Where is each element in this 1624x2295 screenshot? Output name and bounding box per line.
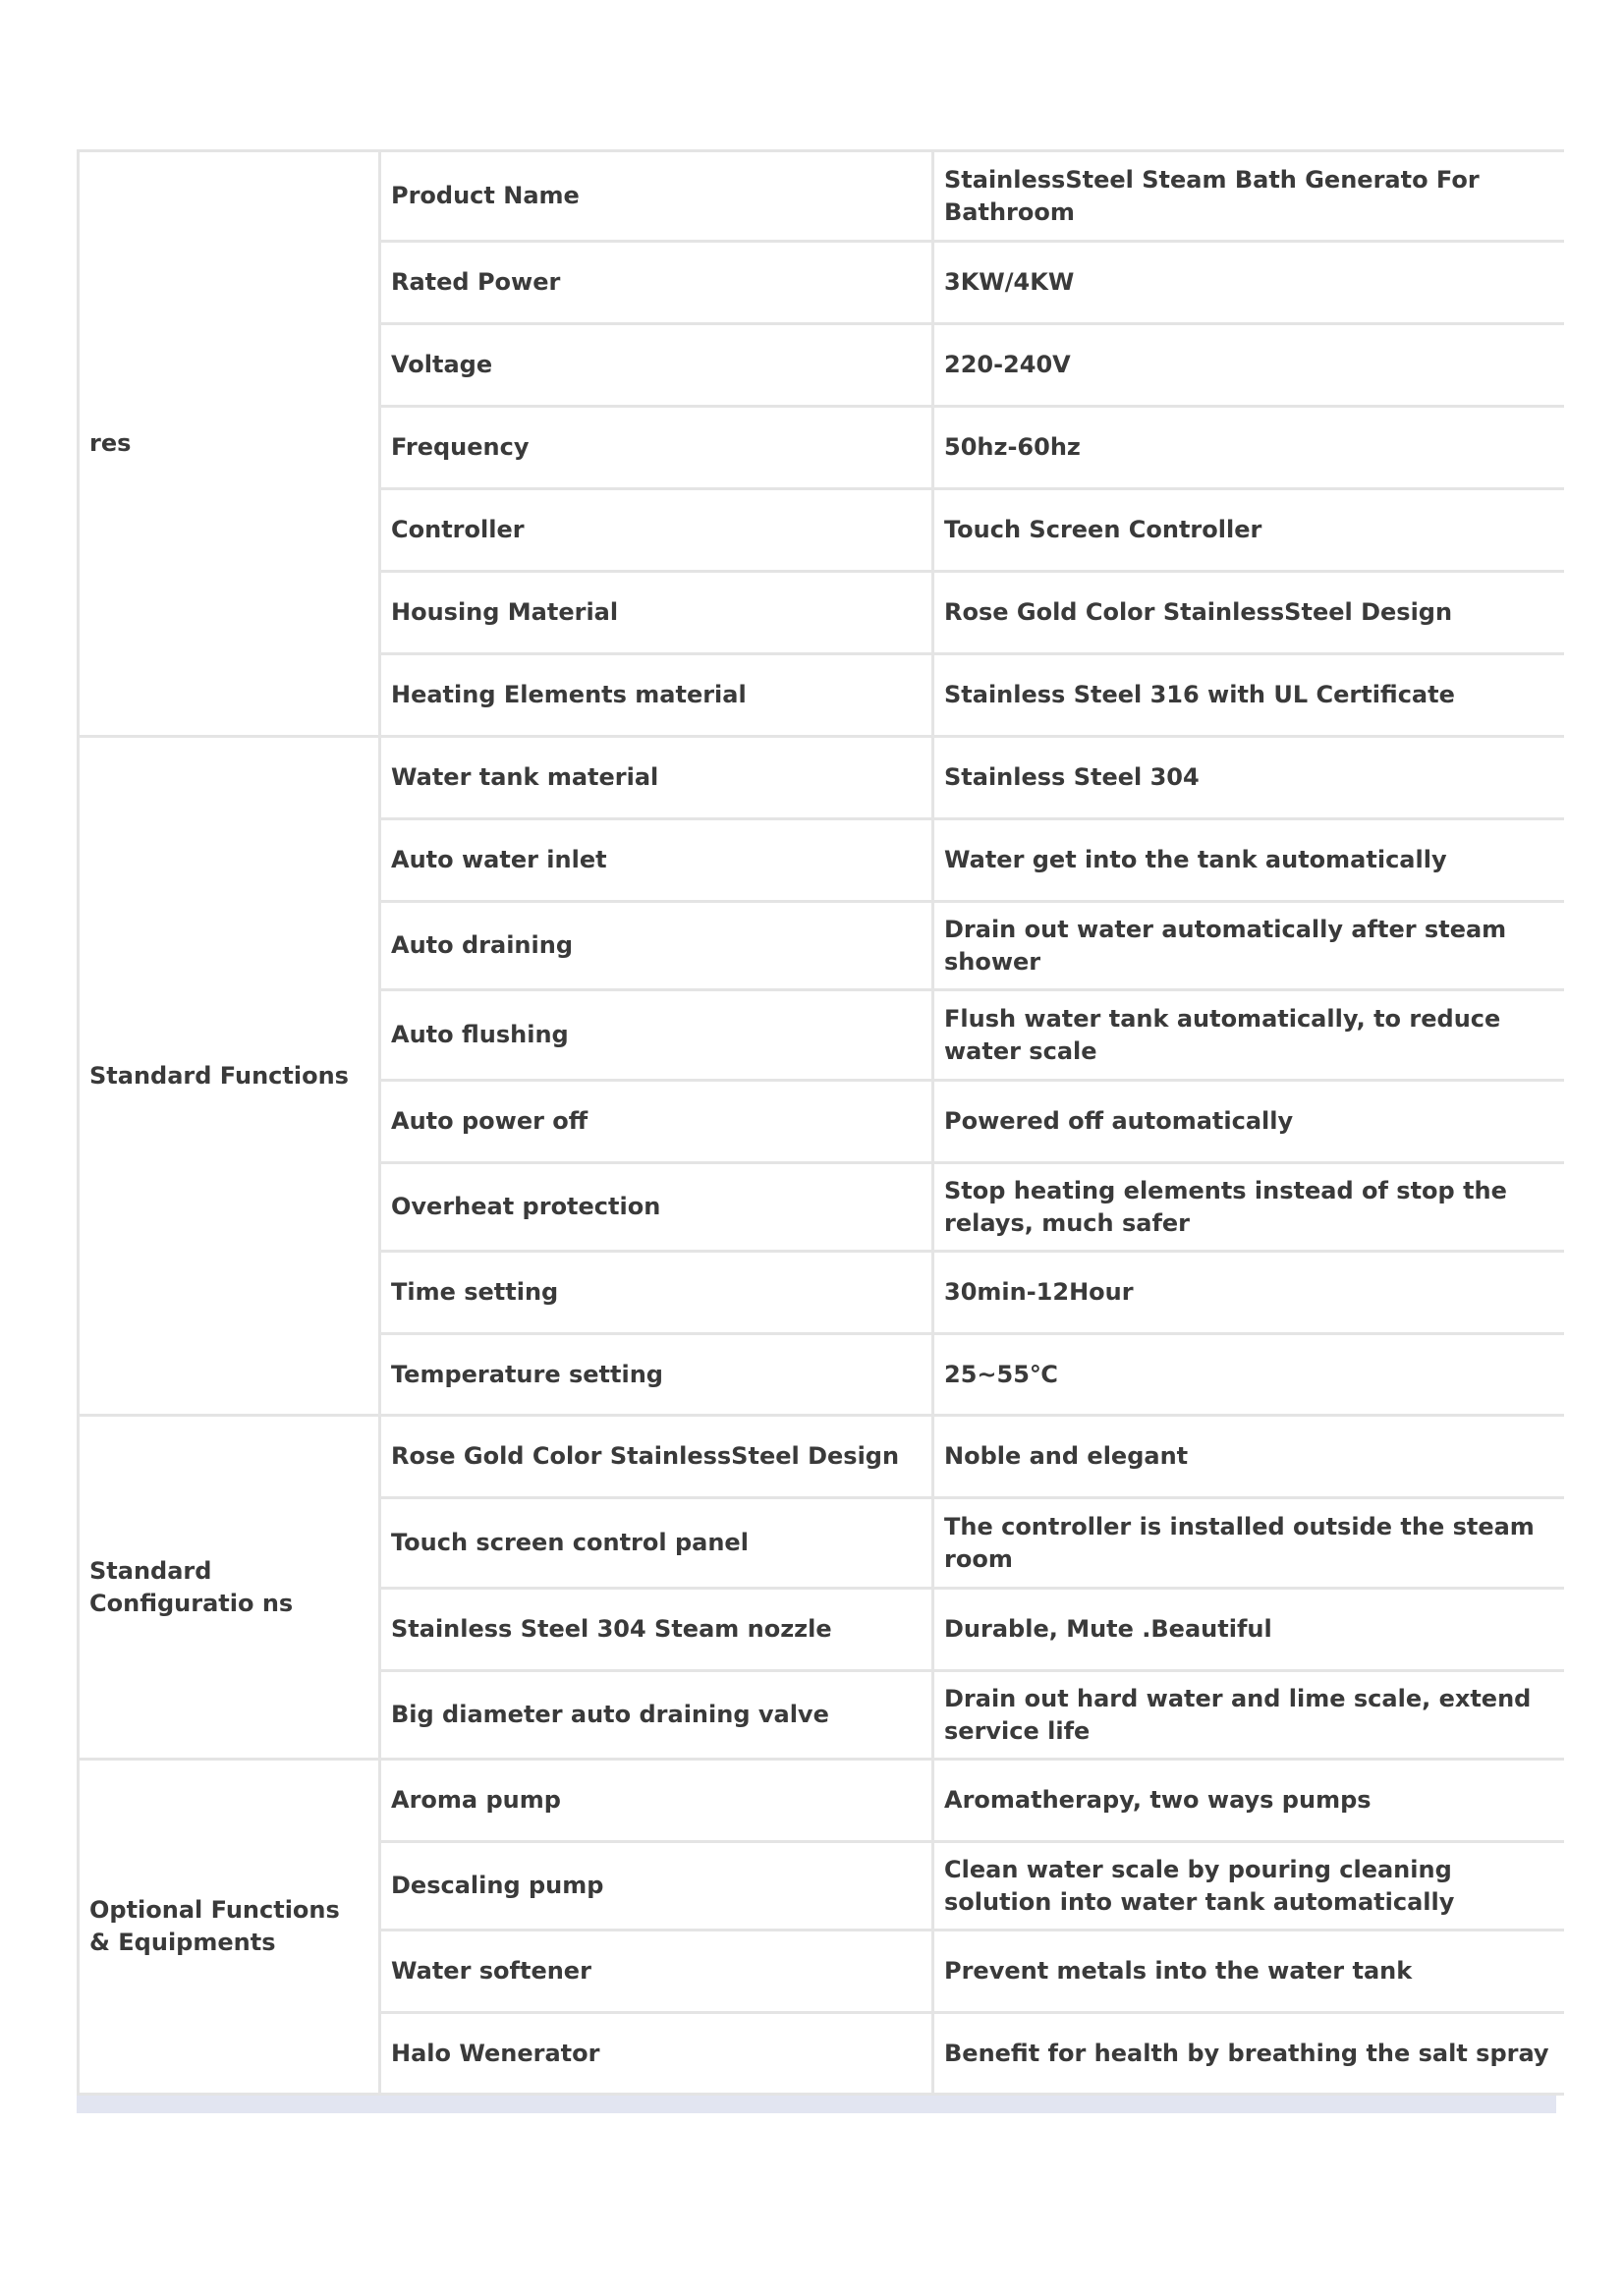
spec-value: Drain out hard water and lime scale, ext… xyxy=(931,1669,1564,1761)
spec-value: 50hz-60hz xyxy=(931,405,1564,490)
spec-name: Halo Wenerator xyxy=(378,2011,934,2096)
spec-name: Rose Gold Color StainlessSteel Design xyxy=(378,1414,934,1499)
table-row: Water softener Prevent metals into the wa… xyxy=(79,1929,1564,2014)
spec-name: Temperature setting xyxy=(378,1332,934,1417)
spec-value: Rose Gold Color StainlessSteel Design xyxy=(931,570,1564,655)
table-row: Frequency 50hz-60hz xyxy=(79,405,1564,490)
spec-name: Frequency xyxy=(378,405,934,490)
spec-name: Controller xyxy=(378,487,934,573)
spec-value: Drain out water automatically after stea… xyxy=(931,900,1564,991)
table-row: Voltage 220-240V xyxy=(79,322,1564,408)
table-row: Stainless Steel 304 Steam nozzle Durable,… xyxy=(79,1587,1564,1672)
spec-name: Overheat protection xyxy=(378,1161,934,1253)
spec-value: Prevent metals into the water tank xyxy=(931,1929,1564,2014)
spec-value: Powered off automatically xyxy=(931,1079,1564,1164)
table-row: Halo Wenerator Benefit for health by brea… xyxy=(79,2011,1564,2096)
table-row: res Product Name StainlessSteel Steam Bath… xyxy=(77,149,1564,738)
table-row: Rated Power 3KW/4KW xyxy=(79,240,1564,325)
spec-value: StainlessSteel Steam Bath Generato For B… xyxy=(931,149,1564,243)
spec-value: Stainless Steel 304 xyxy=(931,735,1564,820)
group-label: Standard Configuratio ns xyxy=(77,1414,381,1761)
table-row: Auto water inlet Water get into the tank … xyxy=(79,817,1564,903)
spec-value: Noble and elegant xyxy=(931,1414,1564,1499)
table-row: Auto power off Powered off automatically xyxy=(79,1079,1564,1164)
spec-name: Auto flushing xyxy=(378,988,934,1082)
spec-value: Flush water tank automatically, to reduc… xyxy=(931,988,1564,1082)
spec-value: 3KW/4KW xyxy=(931,240,1564,325)
spec-name: Rated Power xyxy=(378,240,934,325)
spec-value: 30min-12Hour xyxy=(931,1250,1564,1335)
spec-table: res Product Name StainlessSteel Steam Bath… xyxy=(77,149,1564,2096)
table-row: Heating Elements material Stainless Steel… xyxy=(79,652,1564,738)
group-label: Standard Functions xyxy=(77,735,381,1417)
spec-name: Aroma pump xyxy=(378,1758,934,1843)
spec-name: Auto power off xyxy=(378,1079,934,1164)
table-row: Touch screen control panel The controller… xyxy=(79,1496,1564,1590)
table-row: Standard Configuratio ns Rose Gold Color … xyxy=(77,1414,1564,1761)
table-row: Optional Functions & Equipments Aroma pum… xyxy=(77,1758,1564,2096)
spec-value: Benefit for health by breathing the salt… xyxy=(931,2011,1564,2096)
table-row: Time setting 30min-12Hour xyxy=(79,1250,1564,1335)
table-row: Big diameter auto draining valve Drain ou… xyxy=(79,1669,1564,1761)
table-row: Housing Material Rose Gold Color Stainles… xyxy=(79,570,1564,655)
table-row: Standard Functions Water tank material Sta… xyxy=(77,735,1564,1417)
group-label: Optional Functions & Equipments xyxy=(77,1758,381,2096)
spec-name: Housing Material xyxy=(378,570,934,655)
spec-value: Stainless Steel 316 with UL Certificate xyxy=(931,652,1564,738)
spec-name: Big diameter auto draining valve xyxy=(378,1669,934,1761)
table-bottom-bar xyxy=(77,2096,1556,2113)
spec-value: Touch Screen Controller xyxy=(931,487,1564,573)
spec-name: Product Name xyxy=(378,149,934,243)
spec-value: Water get into the tank automatically xyxy=(931,817,1564,903)
table-row: Auto draining Drain out water automatical… xyxy=(79,900,1564,991)
spec-value: Stop heating elements instead of stop th… xyxy=(931,1161,1564,1253)
spec-name: Heating Elements material xyxy=(378,652,934,738)
spec-value: 220-240V xyxy=(931,322,1564,408)
spec-value: Clean water scale by pouring cleaning so… xyxy=(931,1840,1564,1931)
table-row: Overheat protection Stop heating elements… xyxy=(79,1161,1564,1253)
spec-name: Water softener xyxy=(378,1929,934,2014)
group-label: res xyxy=(77,149,381,738)
spec-name: Auto water inlet xyxy=(378,817,934,903)
spec-name: Water tank material xyxy=(378,735,934,820)
table-row: Temperature setting 25~55℃ xyxy=(79,1332,1564,1417)
spec-value: The controller is installed outside the … xyxy=(931,1496,1564,1590)
spec-name: Voltage xyxy=(378,322,934,408)
table-row: Descaling pump Clean water scale by pouri… xyxy=(79,1840,1564,1931)
spec-name: Stainless Steel 304 Steam nozzle xyxy=(378,1587,934,1672)
table-row: Auto flushing Flush water tank automatica… xyxy=(79,988,1564,1082)
spec-name: Touch screen control panel xyxy=(378,1496,934,1590)
spec-value: Durable, Mute .Beautiful xyxy=(931,1587,1564,1672)
spec-name: Time setting xyxy=(378,1250,934,1335)
spec-value: 25~55℃ xyxy=(931,1332,1564,1417)
spec-name: Descaling pump xyxy=(378,1840,934,1931)
spec-name: Auto draining xyxy=(378,900,934,991)
table-row: Controller Touch Screen Controller xyxy=(79,487,1564,573)
spec-value: Aromatherapy, two ways pumps xyxy=(931,1758,1564,1843)
